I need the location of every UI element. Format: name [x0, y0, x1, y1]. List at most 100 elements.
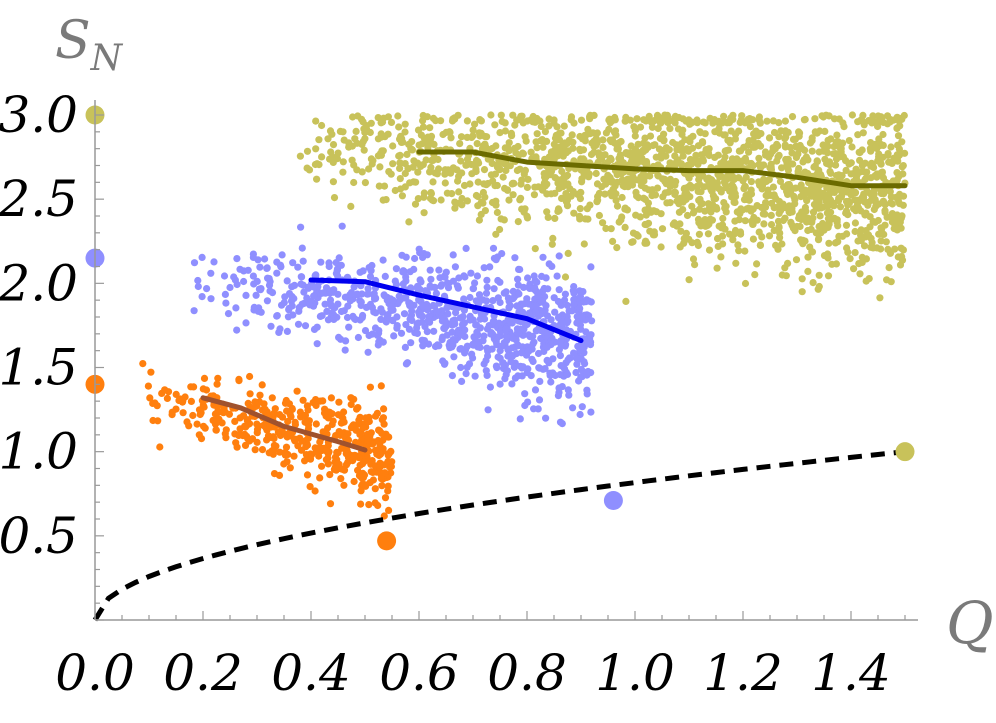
scatter-point-blue [502, 333, 511, 341]
scatter-point-olive [340, 136, 348, 144]
scatter-point-olive [830, 202, 838, 210]
scatter-point-blue [190, 307, 198, 315]
scatter-point-olive [398, 192, 406, 200]
scatter-point-olive [466, 180, 474, 188]
scatter-point-olive [732, 161, 740, 169]
scatter-point-olive [609, 237, 617, 245]
scatter-point-olive [463, 155, 472, 163]
scatter-point-orange [139, 360, 147, 368]
scatter-point-orange [381, 494, 390, 502]
scatter-point-olive [775, 223, 783, 232]
scatter-point-blue [224, 310, 233, 318]
scatter-point-olive [830, 188, 839, 196]
scatter-point-olive [405, 218, 413, 226]
scatter-point-olive [472, 156, 481, 165]
scatter-point-orange [384, 487, 392, 495]
scatter-point-orange [281, 451, 289, 459]
scatter-point-blue [457, 330, 465, 338]
scatter-point-olive [462, 161, 470, 169]
scatter-point-orange [261, 405, 269, 413]
scatter-point-blue [310, 292, 318, 300]
scatter-point-blue [536, 377, 544, 385]
scatter-point-olive [339, 158, 347, 166]
scatter-point-olive [741, 279, 750, 288]
scatter-point-blue [410, 265, 418, 273]
x-tick-label: 1.0 [595, 644, 675, 702]
scatter-point-olive [800, 116, 809, 124]
scatter-point-orange [344, 430, 352, 438]
scatter-point-blue [530, 338, 538, 346]
scatter-point-orange [163, 394, 171, 402]
scatter-point-olive [644, 205, 652, 213]
scatter-point-olive [690, 207, 698, 215]
scatter-point-blue [543, 356, 551, 364]
scatter-point-olive [457, 133, 466, 141]
scatter-point-blue [342, 337, 350, 345]
scatter-point-olive [598, 183, 606, 191]
scatter-point-olive [463, 117, 471, 125]
scatter-point-blue [516, 415, 524, 423]
scatter-point-orange [172, 390, 180, 398]
scatter-point-orange [298, 437, 306, 445]
scatter-point-blue [256, 286, 265, 294]
scatter-point-blue [283, 327, 291, 335]
scatter-point-blue [306, 301, 314, 309]
scatter-point-olive [665, 146, 673, 154]
scatter-point-blue [415, 308, 423, 316]
scatter-point-blue [313, 340, 321, 348]
scatter-point-blue [547, 316, 555, 324]
scatter-point-orange [253, 420, 261, 428]
scatter-point-olive [747, 159, 755, 168]
scatter-point-blue [524, 274, 532, 282]
scatter-point-orange [336, 431, 344, 439]
scatter-point-blue [557, 337, 565, 345]
scatter-point-blue [368, 330, 376, 338]
scatter-point-blue [493, 364, 501, 372]
scatter-point-olive [420, 189, 428, 197]
scatter-point-olive [798, 275, 806, 283]
scatter-point-olive [675, 208, 684, 216]
scatter-point-olive [832, 260, 841, 268]
scatter-point-olive [643, 160, 651, 168]
scatter-point-blue [343, 313, 352, 322]
scatter-point-olive [824, 272, 833, 280]
scatter-point-olive [503, 186, 512, 194]
scatter-point-olive [859, 167, 868, 176]
scatter-point-blue [226, 283, 234, 292]
x-axis-title: Q [946, 589, 994, 657]
scatter-point-olive [563, 202, 572, 210]
scatter-point-olive [836, 203, 845, 211]
scatter-point-blue [461, 349, 469, 357]
scatter-point-blue [576, 410, 584, 419]
scatter-point-orange [297, 446, 306, 454]
scatter-point-orange [371, 485, 379, 493]
scatter-point-blue [194, 276, 202, 285]
scatter-point-olive [414, 126, 423, 134]
scatter-point-olive [579, 155, 587, 163]
scatter-point-olive [767, 221, 776, 229]
scatter-point-olive [437, 196, 445, 204]
scatter-point-olive [348, 156, 356, 164]
scatter-point-olive [802, 207, 810, 215]
scatter-point-olive [541, 178, 549, 186]
scatter-point-blue [448, 328, 456, 336]
scatter-point-olive [848, 111, 857, 119]
scatter-point-olive [881, 207, 889, 215]
scatter-point-blue [435, 266, 443, 274]
scatter-point-olive [804, 253, 812, 261]
scatter-point-orange [146, 394, 154, 402]
scatter-point-blue [198, 253, 206, 261]
scatter-point-olive [763, 117, 771, 125]
scatter-point-orange [276, 448, 284, 456]
scatter-point-olive [648, 192, 656, 200]
scatter-point-olive [877, 113, 885, 121]
scatter-point-olive [592, 137, 600, 145]
scatter-point-orange [364, 436, 372, 444]
scatter-point-olive [778, 240, 786, 248]
x-tick-label: 0.4 [271, 644, 351, 702]
scatter-point-blue [323, 307, 331, 315]
scatter-point-orange [256, 391, 264, 399]
scatter-point-olive [842, 221, 851, 229]
scatter-point-olive [893, 124, 901, 133]
scatter-point-olive [401, 120, 409, 128]
